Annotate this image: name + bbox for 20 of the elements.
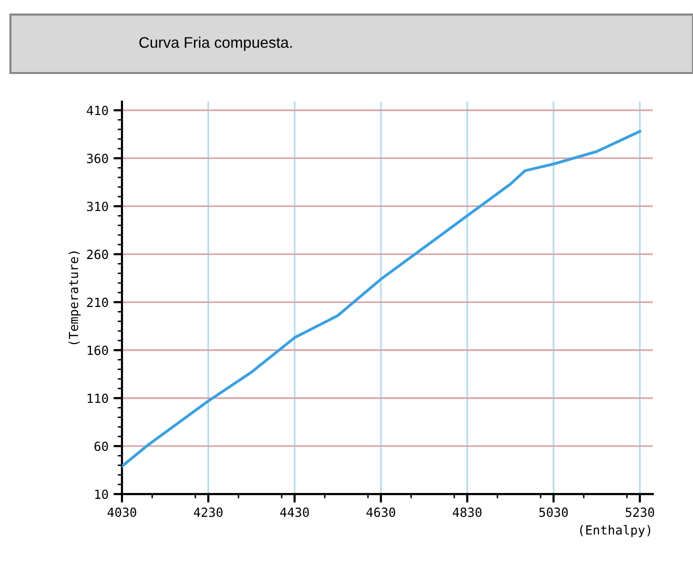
y-axis-title: (Temperature) [68,252,81,344]
y-tick-label: 160 [88,346,108,356]
y-tick-label: 210 [87,298,108,308]
y-tick-label: 110 [88,394,108,404]
x-tick-label: 4030 [108,508,136,517]
x-tick-label: 4230 [194,508,223,517]
x-tick-label: 4630 [366,508,396,517]
chart-title: Curva Fria compuesta. [139,36,292,51]
y-tick-label: 10 [95,490,108,500]
line-series [122,130,642,468]
x-axis-title: (Enthalpy) [580,524,650,538]
y-tick-label: 260 [87,250,108,260]
y-tick-label: 60 [94,442,108,452]
y-tick-label: 410 [86,106,108,116]
y-tick-label: 360 [87,154,108,164]
y-tick-label: 310 [87,202,108,212]
x-tick-label: 4430 [280,508,309,517]
x-tick-label: 5030 [539,508,568,517]
x-tick-label: 5230 [626,508,654,517]
x-tick-label: 4830 [452,508,482,517]
